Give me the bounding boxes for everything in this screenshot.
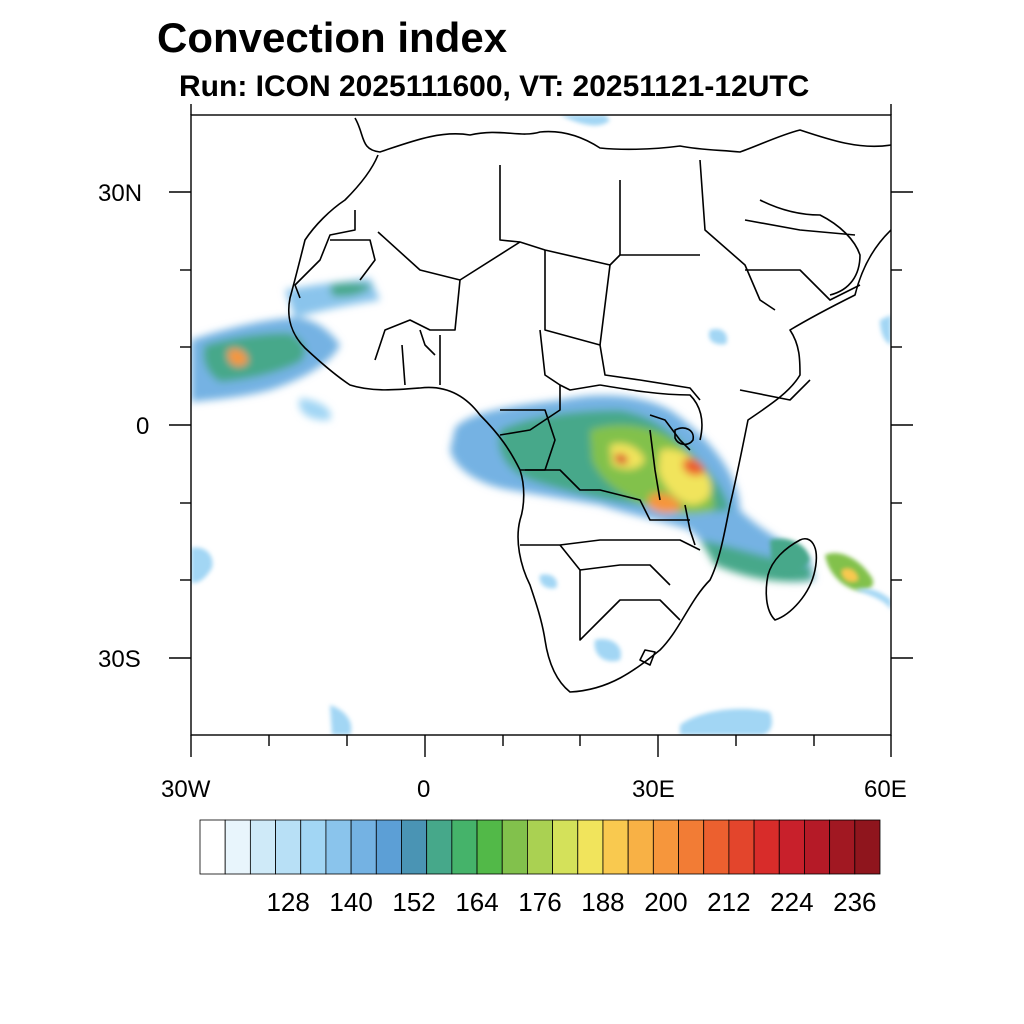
axis-ticks <box>169 104 913 757</box>
colorbar-swatch <box>753 819 780 875</box>
lon-label-0: 0 <box>417 776 431 803</box>
colorbar-tick-label: 212 <box>707 887 751 917</box>
colorbar-tick-label: 152 <box>392 887 436 917</box>
lon-label-30w: 30W <box>161 776 211 803</box>
colorbar-swatch <box>375 819 402 875</box>
convection-central-africa <box>450 395 815 582</box>
colorbar-swatch <box>527 819 553 875</box>
colorbar-tick-label: 176 <box>518 887 562 917</box>
colorbar-swatch <box>350 819 377 875</box>
colorbar-swatch <box>678 819 705 875</box>
colorbar-swatch <box>602 819 629 875</box>
lat-label-0: 0 <box>136 413 150 440</box>
lat-label-30s: 30S <box>98 646 141 673</box>
colorbar-swatch <box>325 819 352 875</box>
colorbar-swatch <box>224 819 251 875</box>
colorbar-swatch <box>476 819 503 875</box>
colorbar-swatch <box>275 819 302 875</box>
colorbar-swatch <box>401 819 428 875</box>
colorbar-swatch <box>552 819 579 875</box>
colorbar-swatch <box>854 819 881 875</box>
colorbar-tick-label: 236 <box>833 887 877 917</box>
colorbar-tick-label: 128 <box>266 887 310 917</box>
colorbar-swatch <box>426 819 453 875</box>
colorbar-swatch <box>778 819 805 875</box>
colorbar-swatch <box>627 819 654 875</box>
colorbar-swatch <box>829 819 856 875</box>
colorbar-swatch <box>577 819 604 875</box>
colorbar-swatch <box>703 819 730 875</box>
colorbar-swatch <box>249 819 276 875</box>
lon-label-60e: 60E <box>864 776 907 803</box>
colorbar <box>199 819 881 875</box>
colorbar-tick-label: 164 <box>455 887 499 917</box>
colorbar-swatch <box>652 819 679 875</box>
colorbar-swatch <box>451 819 478 875</box>
colorbar-tick-label: 200 <box>644 887 688 917</box>
colorbar-swatch <box>728 819 755 875</box>
colorbar-swatch <box>501 819 528 875</box>
lat-label-30n: 30N <box>98 180 143 207</box>
map-title: Convection index <box>157 14 508 61</box>
coastlines <box>288 117 891 693</box>
convection-scattered <box>191 115 891 735</box>
colorbar-swatch <box>300 819 327 875</box>
convection-field <box>191 115 891 735</box>
convection-west-africa <box>191 278 380 421</box>
colorbar-swatch <box>199 819 226 875</box>
map-subtitle: Run: ICON 2025111600, VT: 20251121-12UTC <box>179 70 810 103</box>
convection-madagascar <box>770 538 874 591</box>
colorbar-tick-label: 224 <box>770 887 814 917</box>
lon-label-30e: 30E <box>632 776 675 803</box>
colorbar-tick-label: 188 <box>581 887 625 917</box>
colorbar-swatch <box>804 819 831 875</box>
colorbar-tick-label: 140 <box>329 887 373 917</box>
